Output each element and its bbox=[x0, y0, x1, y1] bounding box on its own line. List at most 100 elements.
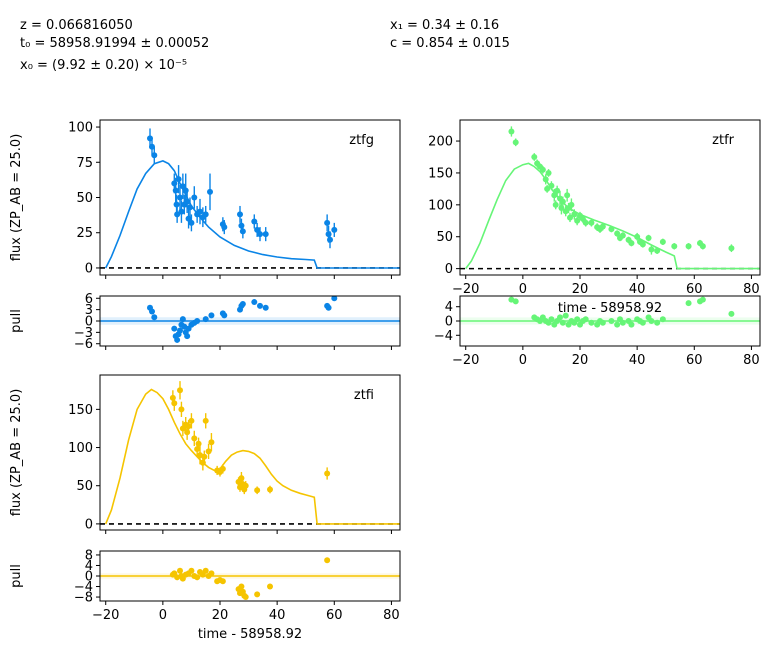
data-point bbox=[177, 194, 183, 201]
data-point bbox=[685, 243, 692, 250]
data-point bbox=[187, 204, 193, 211]
data-point bbox=[542, 176, 549, 183]
data-point bbox=[599, 223, 606, 230]
data-point bbox=[239, 300, 246, 307]
y-axis-label: pull bbox=[9, 564, 24, 588]
data-point bbox=[188, 417, 195, 424]
y-tick-label: 0 bbox=[445, 315, 453, 330]
panel-ztfr-pull: −404−20 0 20 40 60 80 bbox=[434, 295, 761, 368]
data-point bbox=[324, 470, 331, 477]
data-point bbox=[614, 230, 621, 237]
data-point bbox=[242, 594, 249, 601]
y-tick-label: 25 bbox=[76, 226, 93, 241]
band-label: ztfr bbox=[712, 133, 734, 148]
x-tick-label: 0 bbox=[519, 282, 527, 297]
data-point bbox=[185, 423, 192, 430]
data-point bbox=[172, 187, 179, 194]
data-point bbox=[568, 201, 575, 208]
band-label: ztfg bbox=[349, 133, 374, 148]
y-tick-label: 4 bbox=[85, 559, 93, 574]
data-point bbox=[177, 387, 183, 394]
data-point bbox=[208, 312, 215, 319]
data-point bbox=[178, 208, 185, 215]
y-tick-label: −6 bbox=[74, 337, 93, 352]
data-point bbox=[251, 299, 258, 306]
data-point bbox=[571, 211, 578, 218]
data-point bbox=[184, 333, 191, 340]
data-point bbox=[191, 194, 198, 201]
data-point bbox=[262, 304, 269, 311]
data-point bbox=[539, 166, 546, 173]
data-point bbox=[325, 304, 332, 311]
model-curve bbox=[104, 160, 400, 269]
panel-ztfi-flux: 0 50 100 150 ztfi flux (ZP_AB = 25.0) bbox=[9, 374, 401, 534]
data-point bbox=[648, 246, 655, 253]
data-point bbox=[254, 591, 261, 598]
data-point bbox=[239, 228, 246, 235]
data-point bbox=[267, 583, 273, 590]
x-tick-label: 60 bbox=[686, 282, 703, 297]
axes-frame bbox=[459, 119, 761, 276]
data-point bbox=[207, 188, 213, 195]
data-point bbox=[628, 321, 635, 328]
x-tick-label: 20 bbox=[212, 608, 229, 623]
x-tick-label: −20 bbox=[452, 353, 479, 368]
data-point bbox=[197, 208, 203, 215]
band-label: ztfi bbox=[354, 388, 374, 403]
x-tick-label: 40 bbox=[629, 282, 646, 297]
data-point bbox=[242, 482, 249, 489]
data-point bbox=[685, 300, 692, 307]
x-tick-label: 40 bbox=[629, 353, 646, 368]
data-point bbox=[554, 187, 561, 194]
data-point bbox=[175, 176, 182, 183]
data-point bbox=[202, 417, 209, 424]
data-point bbox=[173, 201, 180, 208]
data-point bbox=[194, 574, 201, 581]
x-tick-label: 20 bbox=[572, 282, 589, 297]
data-point bbox=[221, 312, 228, 319]
data-point bbox=[659, 316, 666, 323]
data-point bbox=[512, 139, 519, 146]
y-tick-label: 100 bbox=[428, 198, 453, 213]
y-tick-label: 0 bbox=[85, 517, 93, 532]
data-point bbox=[559, 198, 566, 205]
y-tick-label: 6 bbox=[85, 292, 93, 307]
y-tick-label: 0 bbox=[445, 262, 453, 277]
y-tick-label: −4 bbox=[434, 329, 453, 344]
data-point bbox=[254, 226, 261, 233]
data-point bbox=[219, 578, 226, 585]
data-point bbox=[262, 231, 269, 238]
data-point bbox=[202, 316, 209, 323]
x-tick-label: −20 bbox=[452, 282, 479, 297]
data-point bbox=[324, 219, 331, 226]
y-tick-label: 150 bbox=[68, 403, 93, 418]
x-tick-label: −20 bbox=[92, 608, 119, 623]
y-tick-label: 0 bbox=[85, 261, 93, 276]
data-point bbox=[634, 233, 641, 240]
y-tick-label: 0 bbox=[85, 315, 93, 330]
panel-ztfr-flux: 0 50 100 150 200 −20 0 20 40 60 80 ztfr time - 58958… bbox=[428, 119, 761, 316]
param-x0: x₀ = (9.92 ± 0.20) × 10⁻⁵ bbox=[20, 58, 188, 73]
data-point bbox=[257, 302, 263, 309]
x-tick-label: 80 bbox=[743, 282, 760, 297]
data-point bbox=[179, 316, 186, 323]
data-point bbox=[208, 439, 215, 446]
data-point bbox=[191, 435, 198, 442]
data-point bbox=[257, 231, 263, 238]
data-point bbox=[548, 182, 555, 189]
data-point bbox=[659, 238, 666, 245]
data-point bbox=[562, 312, 569, 319]
data-point bbox=[728, 245, 735, 252]
data-point bbox=[237, 211, 243, 218]
data-point bbox=[671, 243, 678, 250]
x-tick-label: 60 bbox=[326, 608, 343, 623]
data-point bbox=[574, 316, 581, 323]
data-point bbox=[171, 400, 178, 407]
data-point bbox=[648, 318, 655, 324]
data-point bbox=[254, 487, 261, 494]
data-point bbox=[174, 211, 181, 218]
data-point bbox=[219, 465, 226, 472]
